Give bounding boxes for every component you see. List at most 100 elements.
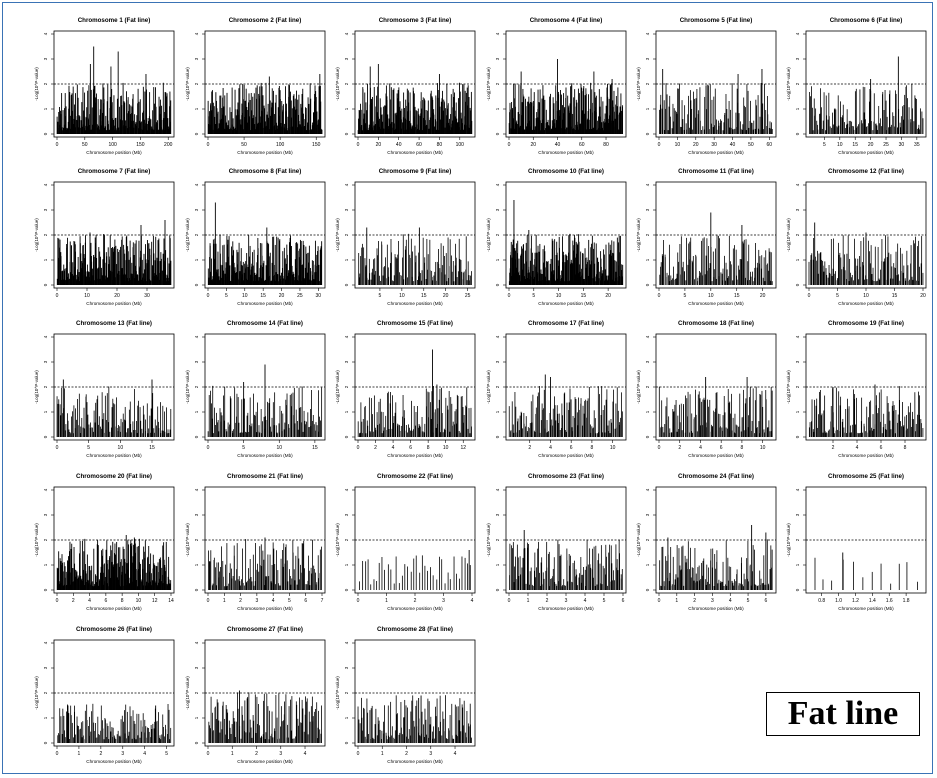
x-axis-label: Chromosome position (Mb) [387, 301, 443, 306]
bars [659, 212, 773, 285]
chromosome-panel-16: Chromosome 17 (Fat line) 0 1 2 3 4 -Log(10^P-v… [486, 320, 627, 458]
panel-title: Chromosome 7 (Fat line) [78, 168, 151, 175]
x-tick-label: 20 [376, 142, 382, 148]
y-tick-label: 0 [194, 435, 199, 438]
y-tick-label: 2 [795, 385, 800, 388]
x-tick-label: 5 [747, 598, 750, 604]
x-tick-label: 1 [231, 751, 234, 757]
x-tick-label: 12 [152, 598, 158, 604]
y-tick-label: 2 [795, 233, 800, 236]
y-tick-label: 4 [795, 335, 800, 338]
y-tick-label: 4 [495, 183, 500, 186]
x-axis-label: Chromosome position (Mb) [538, 301, 594, 306]
y-tick-label: 4 [194, 488, 199, 491]
x-axis-label: Chromosome position (Mb) [387, 453, 443, 458]
chromosome-panel-11: Chromosome 11 (Fat line) 0 1 2 3 4 -Log(10^P-v… [636, 168, 777, 306]
x-tick-label: 3 [442, 598, 445, 604]
x-tick-label: 10 [118, 445, 124, 451]
x-tick-label: 3 [565, 598, 568, 604]
panel-title: Chromosome 25 (Fat line) [828, 473, 904, 480]
x-tick-label: 5 [87, 445, 90, 451]
x-tick-label: 0 [207, 445, 210, 451]
x-tick-label: 2 [374, 445, 377, 451]
x-tick-label: 50 [241, 142, 247, 148]
bars [56, 46, 172, 134]
y-tick-label: 3 [495, 513, 500, 516]
x-tick-label: 20 [920, 293, 926, 299]
panel-title: Chromosome 12 (Fat line) [828, 168, 904, 175]
x-tick-label: 3 [121, 751, 124, 757]
y-tick-label: 2 [495, 233, 500, 236]
x-tick-label: 1.4 [869, 598, 876, 604]
chromosome-panel-26: Chromosome 27 (Fat line) 0 1 2 3 4 -Log(10^P-v… [185, 626, 326, 764]
x-tick-label: 6 [880, 445, 883, 451]
y-axis-label: -Log(10^P-value) [636, 370, 641, 404]
x-tick-label: 25 [883, 142, 889, 148]
x-axis-label: Chromosome position (Mb) [86, 759, 142, 764]
x-axis-label: Chromosome position (Mb) [838, 453, 894, 458]
x-tick-label: 150 [312, 142, 321, 148]
y-tick-label: 2 [194, 538, 199, 541]
y-tick-label: 3 [344, 208, 349, 211]
x-tick-label: 0 [658, 293, 661, 299]
x-tick-label: 20 [868, 142, 874, 148]
y-tick-label: 3 [495, 208, 500, 211]
y-axis-label: -Log(10^P-value) [34, 370, 39, 404]
y-tick-label: 3 [194, 666, 199, 669]
x-axis-label: Chromosome position (Mb) [237, 301, 293, 306]
y-tick-label: 3 [194, 208, 199, 211]
bars [357, 349, 472, 437]
y-tick-label: 2 [194, 82, 199, 85]
chromosome-panel-4: Chromosome 4 (Fat line) 0 1 2 3 4 -Log(10^P-va… [486, 17, 627, 155]
x-tick-label: 40 [730, 142, 736, 148]
bars [659, 69, 773, 134]
x-tick-label: 12 [460, 445, 466, 451]
y-tick-label: 4 [43, 32, 48, 35]
y-tick-label: 2 [194, 233, 199, 236]
y-tick-label: 1 [43, 563, 48, 566]
y-tick-label: 3 [43, 208, 48, 211]
y-tick-label: 4 [344, 183, 349, 186]
y-tick-label: 0 [344, 132, 349, 135]
chromosome-panel-12: Chromosome 12 (Fat line) 0 1 2 3 4 -Log(10^P-v… [786, 168, 927, 306]
y-tick-label: 4 [43, 641, 48, 644]
y-tick-label: 4 [43, 335, 48, 338]
y-tick-label: 0 [194, 588, 199, 591]
chromosome-panel-18: Chromosome 19 (Fat line) 0 1 2 3 4 -Log(10^P-v… [786, 320, 927, 458]
x-tick-label: 4 [392, 445, 395, 451]
y-tick-label: 2 [344, 538, 349, 541]
y-tick-label: 3 [344, 513, 349, 516]
bars [207, 364, 323, 437]
x-tick-label: 0 [56, 751, 59, 757]
y-tick-label: 1 [795, 410, 800, 413]
y-tick-label: 0 [495, 132, 500, 135]
x-tick-label: 4 [729, 598, 732, 604]
y-tick-label: 1 [194, 563, 199, 566]
x-tick-label: 10 [556, 293, 562, 299]
x-tick-label: 20 [760, 293, 766, 299]
x-tick-label: 2 [239, 598, 242, 604]
bars [359, 550, 471, 590]
x-tick-label: 150 [136, 142, 145, 148]
y-axis-label: -Log(10^P-value) [34, 67, 39, 101]
x-tick-label: 30 [144, 293, 150, 299]
y-tick-label: 4 [495, 32, 500, 35]
y-tick-label: 3 [795, 513, 800, 516]
bars [659, 525, 773, 590]
x-tick-label: 10 [837, 142, 843, 148]
y-tick-label: 4 [344, 488, 349, 491]
y-tick-label: 4 [645, 183, 650, 186]
x-tick-label: 2 [72, 598, 75, 604]
bars [509, 530, 623, 590]
bars [658, 377, 773, 437]
x-tick-label: 3 [255, 598, 258, 604]
x-tick-label: 0 [658, 445, 661, 451]
y-tick-label: 1 [495, 563, 500, 566]
y-axis-label: -Log(10^P-value) [486, 370, 491, 404]
panel-title: Chromosome 27 (Fat line) [227, 626, 303, 633]
y-tick-label: 3 [194, 360, 199, 363]
x-tick-label: 35 [914, 142, 920, 148]
chromosome-panel-24: Chromosome 25 (Fat line) 0 1 2 3 4 -Log(10^P-v… [786, 473, 927, 611]
